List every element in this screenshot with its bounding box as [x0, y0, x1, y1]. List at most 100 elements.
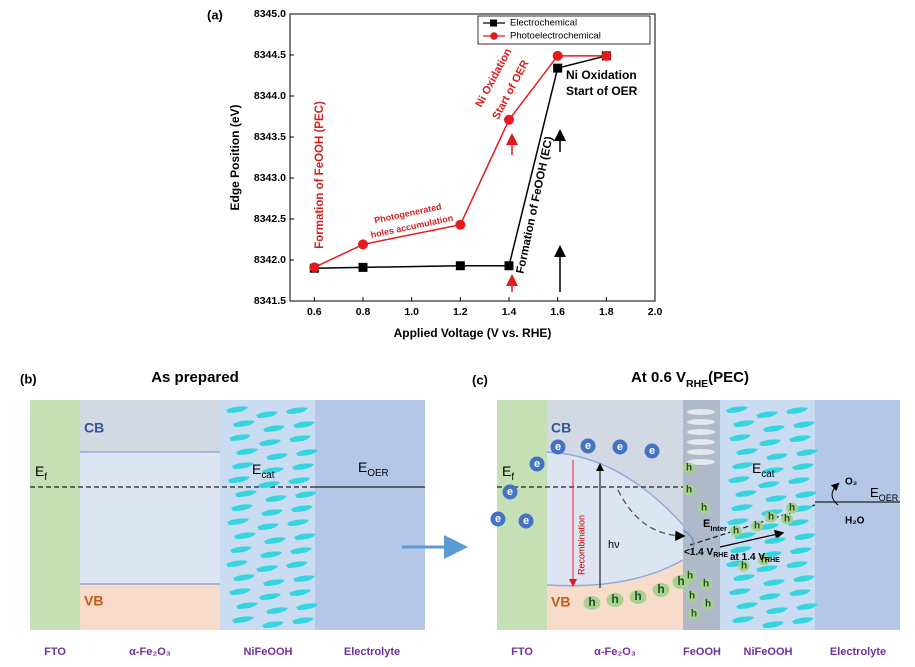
streak — [766, 453, 788, 460]
hole-label: h — [634, 589, 641, 603]
h2o-label: H₂O — [845, 516, 865, 527]
legend-label: Photoelectrochemical — [510, 31, 601, 42]
hole-label: h — [768, 512, 774, 523]
layer-label: NiFeOOH — [744, 646, 793, 658]
streak — [727, 518, 749, 525]
streak — [265, 495, 287, 502]
at-label: at 1.4 VRHE — [730, 552, 780, 565]
layer-label: α-Fe₂O₃ — [594, 646, 636, 658]
streak — [226, 560, 248, 567]
streak — [736, 602, 758, 609]
streak — [731, 504, 753, 511]
series-line — [314, 55, 607, 269]
oer-arrow — [830, 482, 840, 506]
annotation: Ni Oxidation — [566, 68, 637, 82]
plot-frame — [289, 13, 656, 302]
hole-label: h — [761, 555, 767, 566]
electron — [518, 513, 534, 529]
below-label-main: <1.4 V — [684, 547, 714, 558]
streak — [286, 407, 308, 414]
streak — [733, 574, 755, 581]
at-label-sub: RHE — [765, 557, 780, 564]
electron — [644, 443, 660, 459]
streak — [788, 477, 810, 484]
streak — [263, 425, 285, 432]
y-tick-label: 8344.0 — [254, 90, 286, 102]
hole-label: h — [741, 561, 747, 572]
hole — [738, 560, 750, 572]
feooh-blob — [687, 429, 715, 435]
electron-label: e — [534, 458, 540, 470]
fermi-label-sub: f — [511, 472, 514, 483]
y-tick-label: 8343.0 — [254, 172, 286, 184]
feooh-blob — [687, 459, 715, 465]
hole-label: h — [703, 579, 709, 590]
x-tick-label: 1.2 — [453, 306, 468, 318]
fermi-label-sub: f — [44, 472, 47, 483]
panel-title-main: At 0.6 V — [631, 369, 686, 386]
streak — [728, 476, 750, 483]
marker — [552, 50, 563, 61]
electron-label: e — [507, 486, 513, 498]
fto-layer — [30, 400, 80, 630]
hole-label: h — [691, 609, 697, 620]
layer-label: FeOOH — [683, 646, 721, 658]
streak — [729, 434, 751, 441]
streak — [296, 449, 318, 456]
streak — [259, 439, 281, 446]
x-tick-label: 1.4 — [502, 306, 517, 318]
vb-label: VB — [84, 593, 103, 609]
streak — [257, 523, 279, 530]
hole-label: h — [784, 514, 790, 525]
hole-label: h — [686, 485, 692, 496]
marker — [553, 63, 563, 73]
marker — [504, 261, 514, 271]
streak — [293, 575, 315, 582]
hole-label: h — [677, 574, 684, 588]
marker — [455, 261, 465, 271]
electron — [550, 439, 566, 455]
cb-region — [547, 400, 683, 525]
streak — [230, 546, 252, 553]
streak — [260, 551, 282, 558]
hole-label: h — [689, 591, 695, 602]
streak — [792, 617, 814, 624]
hole — [684, 570, 696, 582]
o2-label: O₂ — [845, 477, 857, 488]
layer-label: FTO — [44, 646, 66, 658]
panel-label: (b) — [20, 371, 37, 386]
hole-label: h — [705, 599, 711, 610]
streak — [233, 420, 255, 427]
streak — [793, 575, 815, 582]
electron-label: e — [495, 513, 501, 525]
einter-label-sub: Inter — [710, 524, 727, 533]
feooh-blob — [687, 439, 715, 445]
ecat-label-main: E — [752, 460, 761, 476]
hole-arrow — [719, 529, 785, 548]
eoer-label-sub: OER — [879, 493, 899, 503]
x-tick-label: 2.0 — [648, 306, 663, 318]
legend-marker — [490, 32, 498, 40]
x-tick-label: 1.6 — [550, 306, 565, 318]
marker — [309, 262, 320, 273]
ecat-label-sub: cat — [761, 469, 774, 480]
hole — [629, 590, 647, 604]
y-axis-label: Edge Position (eV) — [228, 104, 242, 210]
streak — [732, 616, 754, 623]
marker — [358, 239, 368, 250]
streak — [236, 602, 258, 609]
streak — [726, 406, 748, 413]
eoer-label-main: E — [358, 459, 367, 475]
streak — [796, 603, 818, 610]
streak — [256, 411, 278, 418]
streak — [263, 579, 285, 586]
streak — [789, 589, 811, 596]
hole — [786, 502, 798, 514]
eoer-label-sub: OER — [367, 468, 388, 479]
einter-label: EInter — [703, 518, 727, 533]
cb-label: CB — [84, 420, 104, 436]
streak — [296, 603, 318, 610]
feooh-blob — [687, 409, 715, 415]
streak — [256, 565, 278, 572]
